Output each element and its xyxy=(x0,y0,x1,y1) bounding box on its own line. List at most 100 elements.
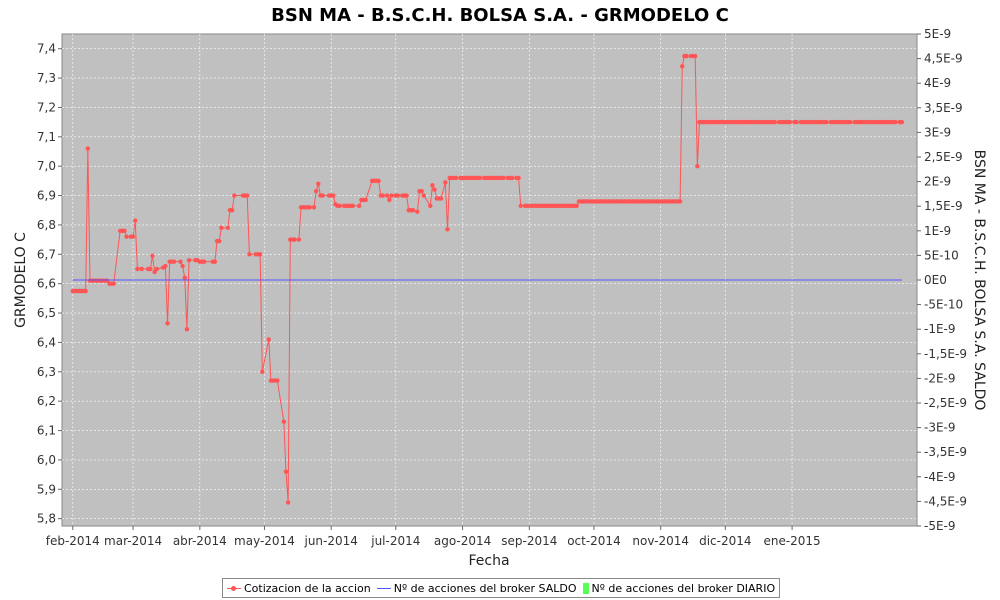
y-tick-label: 6,7 xyxy=(37,247,56,261)
data-point xyxy=(313,188,319,194)
data-point xyxy=(135,266,140,272)
data-point xyxy=(848,119,853,125)
data-point xyxy=(385,193,390,198)
data-point xyxy=(430,183,435,188)
data-point xyxy=(180,263,185,269)
data-point xyxy=(684,53,689,59)
y-tick-label: 5,9 xyxy=(37,482,56,496)
x-axis-label: Fecha xyxy=(468,553,509,569)
data-point xyxy=(178,259,183,264)
data-point xyxy=(219,225,224,231)
y-tick-label: 6,0 xyxy=(37,453,56,467)
data-point xyxy=(680,64,685,69)
data-point xyxy=(184,327,190,332)
data-point xyxy=(337,203,343,209)
data-point xyxy=(283,469,289,474)
data-point xyxy=(415,209,420,214)
data-point xyxy=(695,163,700,169)
y-tick-label: 6,3 xyxy=(37,365,56,379)
data-point xyxy=(311,205,317,210)
data-point xyxy=(171,259,177,264)
y-tick-label: 7,2 xyxy=(37,100,56,114)
x-tick-label: may-2014 xyxy=(234,534,295,548)
data-point xyxy=(443,180,448,185)
legend-item: Nº de acciones del broker SALDO xyxy=(376,581,577,595)
data-point xyxy=(111,281,116,286)
y2-tick-label: -1,5E-9 xyxy=(924,347,967,361)
data-point xyxy=(133,218,138,223)
legend-swatch xyxy=(227,585,241,591)
y-tick-label: 6,8 xyxy=(37,218,56,232)
data-point xyxy=(130,234,136,239)
data-point xyxy=(232,193,237,198)
x-tick-label: abr-2014 xyxy=(173,534,227,548)
y2-tick-label: -1E-9 xyxy=(924,322,956,336)
data-point xyxy=(85,146,91,151)
data-point xyxy=(432,187,437,192)
data-point xyxy=(229,208,235,213)
x-tick-label: jul-2014 xyxy=(370,534,420,548)
data-point xyxy=(122,228,127,233)
legend-label: Nº de acciones del broker SALDO xyxy=(393,581,577,595)
y-tick-label: 7,1 xyxy=(37,130,56,144)
x-tick-label: feb-2014 xyxy=(46,534,100,548)
data-point xyxy=(518,203,523,209)
data-point xyxy=(307,205,312,210)
data-point xyxy=(154,266,159,272)
data-point xyxy=(316,181,321,186)
y-tick-label: 6,1 xyxy=(37,424,56,438)
y2-tick-label: 1,5E-9 xyxy=(924,199,963,213)
data-point xyxy=(445,227,450,232)
data-point xyxy=(285,500,291,505)
data-point xyxy=(296,237,302,242)
data-point xyxy=(331,193,336,198)
data-point xyxy=(281,419,287,424)
data-point xyxy=(787,119,793,125)
x-tick-label: ago-2014 xyxy=(434,534,491,548)
y-tick-label: 6,4 xyxy=(37,335,56,349)
y-tick-label: 6,6 xyxy=(37,277,56,291)
data-point xyxy=(83,288,88,294)
data-point xyxy=(182,275,187,280)
y2-tick-label: 2,5E-9 xyxy=(924,150,963,164)
x-tick-label: mar-2014 xyxy=(104,534,162,548)
data-point xyxy=(201,259,207,264)
data-point xyxy=(320,193,325,198)
y2-tick-label: -5E-10 xyxy=(924,298,963,312)
data-point xyxy=(404,193,409,198)
y-tick-label: 7,3 xyxy=(37,71,56,85)
x-tick-label: oct-2014 xyxy=(567,534,621,548)
x-axis-ticks: feb-2014 mar-2014 abr-2014 may-2014 jun-2014… xyxy=(46,526,821,548)
data-point xyxy=(438,196,444,201)
y2-tick-label: -4,5E-9 xyxy=(924,494,967,508)
data-point xyxy=(212,259,218,264)
data-point xyxy=(225,225,231,231)
legend-swatch xyxy=(376,587,391,589)
data-point xyxy=(419,188,424,194)
data-point xyxy=(247,252,252,257)
y2-tick-label: -2,5E-9 xyxy=(924,396,967,410)
data-point xyxy=(387,197,392,203)
data-point xyxy=(357,203,362,209)
legend-label: Nº de acciones del broker DIARIO xyxy=(591,581,776,595)
left-axis-ticks: 5,8 5,9 6,0 6,1 6,2 6,3 6,4 6,5 6,6 6,7 6,8 6,9 7,0 7… xyxy=(37,42,62,526)
y2-tick-label: 3,5E-9 xyxy=(924,101,963,115)
data-point xyxy=(163,263,168,269)
data-point xyxy=(389,193,394,198)
data-point xyxy=(350,203,355,209)
y2-tick-label: 1E-9 xyxy=(924,224,951,238)
x-tick-label: jun-2014 xyxy=(303,534,357,548)
legend-item: Nº de acciones del broker DIARIO xyxy=(582,581,776,595)
data-point xyxy=(421,193,427,198)
y2-tick-label: 5E-10 xyxy=(924,248,959,262)
y-tick-label: 7,4 xyxy=(37,42,56,56)
data-point xyxy=(376,178,381,184)
legend-swatch xyxy=(582,582,589,594)
y-tick-label: 6,5 xyxy=(37,306,56,320)
y2-tick-label: -2E-9 xyxy=(924,371,956,385)
y2-tick-label: -5E-9 xyxy=(924,519,956,533)
data-point xyxy=(257,252,263,257)
data-point xyxy=(260,369,265,374)
data-point xyxy=(428,203,433,209)
y2-tick-label: 3E-9 xyxy=(924,125,951,139)
